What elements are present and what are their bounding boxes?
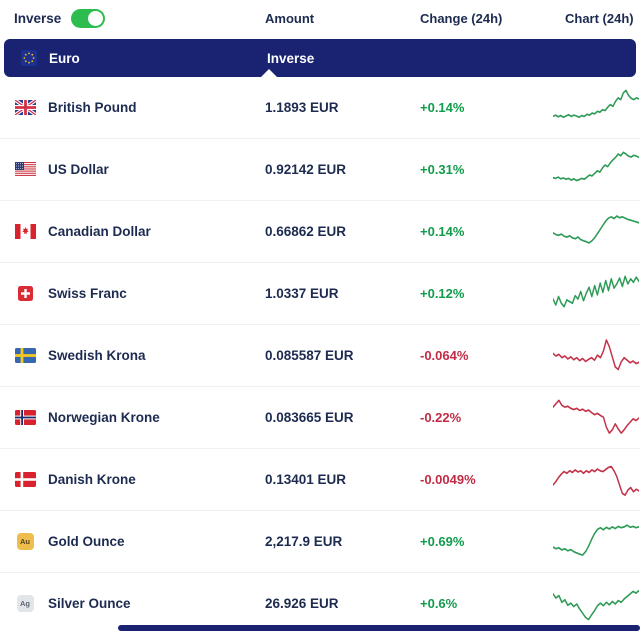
currency-name: Gold Ounce	[48, 534, 125, 549]
amount-value: 0.66862 EUR	[265, 224, 347, 239]
change-value: -0.0049%	[420, 472, 476, 487]
currency-rows: British Pound 1.1893 EUR +0.14% US Dolla…	[0, 77, 640, 631]
table-toolbar: Inverse Amount Change (24h) Chart (24h)	[0, 0, 640, 36]
currency-row-no[interactable]: Norwegian Krone 0.083665 EUR -0.22%	[0, 387, 640, 449]
amount-value: 1.1893 EUR	[265, 100, 339, 115]
column-header-change: Change (24h)	[420, 10, 503, 26]
pointer-notch	[261, 69, 277, 77]
change-value: -0.064%	[420, 348, 469, 363]
sparkline-chart	[553, 338, 639, 370]
currency-name-cell: Swiss Franc	[0, 286, 265, 301]
sparkline-chart	[553, 275, 639, 307]
au-badge-icon: Au	[14, 533, 36, 550]
change-value: -0.22%	[420, 410, 462, 425]
toggle-knob-icon	[88, 10, 104, 26]
currency-row-se[interactable]: Swedish Krona 0.085587 EUR -0.064%	[0, 325, 640, 387]
section-amount-label: Inverse	[267, 50, 315, 66]
currency-name-cell: Au Gold Ounce	[0, 533, 265, 550]
currency-name-cell: Ag Silver Ounce	[0, 595, 265, 612]
dk-flag-icon	[14, 472, 36, 487]
currency-name-cell: Swedish Krona	[0, 348, 265, 363]
currency-row-ag[interactable]: Ag Silver Ounce 26.926 EUR +0.6%	[0, 573, 640, 631]
sparkline-chart	[553, 151, 639, 181]
ch-flag-icon	[14, 286, 36, 301]
currency-row-gb[interactable]: British Pound 1.1893 EUR +0.14%	[0, 77, 640, 139]
amount-value: 2,217.9 EUR	[265, 534, 343, 549]
amount-value: 26.926 EUR	[265, 596, 339, 611]
currency-name: British Pound	[48, 100, 137, 115]
currency-name: Swiss Franc	[48, 286, 127, 301]
currency-name-cell: Norwegian Krone	[0, 410, 265, 425]
base-currency-name: Euro	[49, 50, 80, 66]
currency-name-cell: Canadian Dollar	[0, 224, 265, 239]
sparkline-chart	[553, 523, 639, 556]
currency-name: Norwegian Krone	[48, 410, 160, 425]
se-flag-icon	[14, 348, 36, 363]
amount-value: 0.13401 EUR	[265, 472, 347, 487]
no-flag-icon	[14, 410, 36, 425]
change-value: +0.6%	[420, 596, 458, 611]
currency-name-cell: Danish Krone	[0, 472, 265, 487]
inverse-control: Inverse	[0, 8, 265, 28]
ca-flag-icon	[14, 224, 36, 239]
sparkline-chart	[553, 589, 639, 620]
currency-row-dk[interactable]: Danish Krone 0.13401 EUR -0.0049%	[0, 449, 640, 511]
ag-badge-icon: Ag	[14, 595, 36, 612]
currency-name-cell: US Dollar	[0, 162, 265, 177]
currency-name: Swedish Krona	[48, 348, 146, 363]
amount-value: 0.92142 EUR	[265, 162, 347, 177]
us-flag-icon	[14, 162, 36, 177]
change-value: +0.12%	[420, 286, 465, 301]
sparkline-chart	[553, 465, 639, 496]
sparkline-chart	[553, 399, 639, 434]
amount-value: 0.085587 EUR	[265, 348, 354, 363]
change-value: +0.14%	[420, 224, 465, 239]
currency-row-ca[interactable]: Canadian Dollar 0.66862 EUR +0.14%	[0, 201, 640, 263]
currency-row-us[interactable]: US Dollar 0.92142 EUR +0.31%	[0, 139, 640, 201]
amount-value: 0.083665 EUR	[265, 410, 354, 425]
ag-badge-label: Ag	[16, 595, 34, 612]
currency-name: US Dollar	[48, 162, 109, 177]
amount-value: 1.0337 EUR	[265, 286, 339, 301]
au-badge-label: Au	[16, 533, 34, 550]
currency-name: Silver Ounce	[48, 596, 131, 611]
eu-flag-icon	[18, 50, 40, 66]
column-header-chart: Chart (24h)	[565, 10, 634, 26]
currency-name: Canadian Dollar	[48, 224, 151, 239]
change-value: +0.31%	[420, 162, 465, 177]
inverse-label: Inverse	[14, 10, 62, 26]
change-value: +0.69%	[420, 534, 465, 549]
currency-name-cell: British Pound	[0, 100, 265, 115]
currency-row-au[interactable]: Au Gold Ounce 2,217.9 EUR +0.69%	[0, 511, 640, 573]
currency-row-ch[interactable]: Swiss Franc 1.0337 EUR +0.12%	[0, 263, 640, 325]
horizontal-scrollbar-thumb[interactable]	[118, 625, 640, 631]
currency-name: Danish Krone	[48, 472, 136, 487]
change-value: +0.14%	[420, 100, 465, 115]
base-currency-header[interactable]: Euro Inverse	[4, 39, 636, 77]
sparkline-chart	[553, 89, 639, 118]
column-header-amount: Amount	[265, 10, 315, 26]
gb-flag-icon	[14, 100, 36, 115]
sparkline-chart	[553, 214, 639, 244]
inverse-toggle[interactable]	[71, 8, 106, 28]
